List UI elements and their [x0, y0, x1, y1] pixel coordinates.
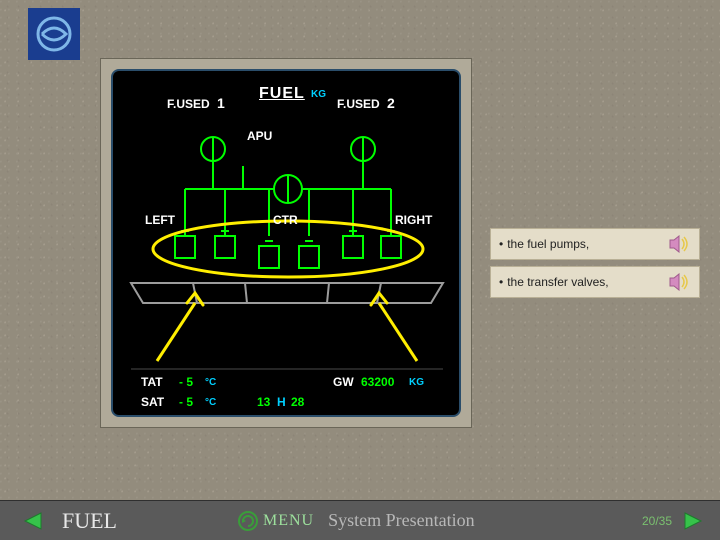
sat-unit: °C	[205, 397, 216, 408]
engine-2-num: 2	[387, 95, 395, 111]
sat-value: - 5	[179, 395, 193, 409]
footer-subtitle: System Presentation	[328, 510, 475, 531]
time-hours: 13	[257, 395, 270, 409]
prev-button[interactable]	[20, 510, 46, 532]
footer-title: FUEL	[62, 508, 117, 534]
fused-2-label: F.USED	[337, 97, 380, 111]
right-tank-label: RIGHT	[395, 213, 432, 227]
slide-counter: 20/35	[642, 514, 672, 528]
speaker-icon[interactable]	[669, 273, 691, 291]
annotation-valves: •the transfer valves,	[490, 266, 700, 298]
fuel-schematic	[113, 71, 461, 417]
menu-label: MENU	[263, 512, 314, 530]
display-title: FUEL	[259, 85, 305, 103]
menu-button[interactable]: MENU	[237, 510, 314, 532]
annotation-valves-text: the transfer valves,	[507, 275, 608, 289]
annotation-pumps-text: the fuel pumps,	[507, 237, 589, 251]
brand-logo	[28, 8, 80, 60]
footer-bar: FUEL MENU System Presentation 20/35	[0, 500, 720, 540]
sat-label: SAT	[141, 395, 164, 409]
ctr-tank-label: CTR	[273, 213, 298, 227]
swirl-icon	[34, 14, 74, 54]
time-sep: H	[277, 395, 286, 409]
gw-label: GW	[333, 375, 354, 389]
left-tank-label: LEFT	[145, 213, 175, 227]
next-button[interactable]	[680, 510, 706, 532]
unit-label: KG	[311, 89, 326, 100]
fuel-display: FUEL KG F.USED 1 F.USED 2 APU LEFT CTR R…	[111, 69, 461, 417]
apu-label: APU	[247, 129, 272, 143]
tat-unit: °C	[205, 377, 216, 388]
speaker-icon[interactable]	[669, 235, 691, 253]
engine-1-num: 1	[217, 95, 225, 111]
display-frame: FUEL KG F.USED 1 F.USED 2 APU LEFT CTR R…	[100, 58, 472, 428]
gw-unit: KG	[409, 377, 424, 388]
tat-value: - 5	[179, 375, 193, 389]
gw-value: 63200	[361, 375, 394, 389]
fused-1-label: F.USED	[167, 97, 210, 111]
menu-icon	[237, 510, 259, 532]
time-mins: 28	[291, 395, 304, 409]
tat-label: TAT	[141, 375, 163, 389]
annotation-pumps: •the fuel pumps,	[490, 228, 700, 260]
